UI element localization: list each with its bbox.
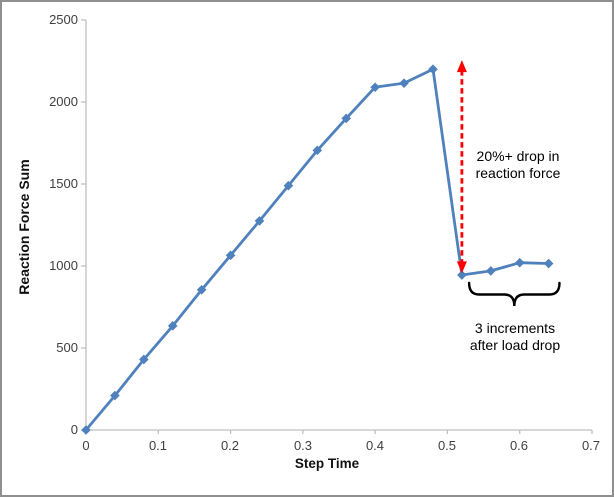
x-tick-label: 0.7 xyxy=(581,438,601,453)
increments-annotation-line2: after load drop xyxy=(469,337,561,353)
x-tick-label: 0.5 xyxy=(437,438,457,453)
data-point-marker xyxy=(225,250,236,261)
data-point-marker xyxy=(341,113,352,124)
data-point-marker xyxy=(283,180,294,191)
y-tick-label: 500 xyxy=(56,340,78,355)
data-point-marker xyxy=(312,145,323,156)
y-tick-label: 1000 xyxy=(49,258,78,273)
data-point-marker xyxy=(399,78,409,88)
increments-brace xyxy=(467,281,561,307)
data-point-marker xyxy=(110,390,120,401)
drop-annotation-line2: reaction force xyxy=(475,165,561,181)
increments-annotation-text: 3 increments after load drop xyxy=(445,320,585,354)
data-point-marker xyxy=(514,257,525,268)
data-point-marker xyxy=(428,64,438,74)
x-tick-label: 0 xyxy=(82,438,90,453)
x-tick-label: 0.6 xyxy=(509,438,529,453)
drop-annotation-line1: 20%+ drop in xyxy=(476,148,560,164)
x-tick-label: 0.4 xyxy=(365,438,385,453)
y-axis-title: Reaction Force Sum xyxy=(16,159,32,295)
y-tick-label: 2500 xyxy=(49,12,78,27)
x-tick-label: 0.1 xyxy=(148,438,168,453)
data-point-marker xyxy=(139,354,149,365)
x-tick-label: 0.2 xyxy=(220,438,240,453)
y-tick-label: 2000 xyxy=(49,94,78,109)
drop-arrow-head-up xyxy=(456,60,467,73)
y-tick-label: 1500 xyxy=(49,176,78,191)
series-line xyxy=(84,67,550,432)
data-point-marker xyxy=(486,266,496,276)
data-point-marker xyxy=(457,270,467,280)
y-tick-label: 0 xyxy=(70,422,78,437)
data-point-marker xyxy=(370,82,380,93)
data-point-marker xyxy=(81,425,91,435)
data-point-marker xyxy=(543,258,554,269)
drop-annotation-text: 20%+ drop in reaction force xyxy=(454,148,582,182)
data-point-marker xyxy=(196,284,207,295)
x-tick-label: 0.3 xyxy=(293,438,313,453)
data-point-marker xyxy=(254,216,265,226)
data-point-marker xyxy=(167,321,178,331)
x-axis-title: Step Time xyxy=(294,456,360,471)
increments-annotation-line1: 3 increments xyxy=(474,320,556,336)
drop-arrow-head-down xyxy=(456,261,467,274)
